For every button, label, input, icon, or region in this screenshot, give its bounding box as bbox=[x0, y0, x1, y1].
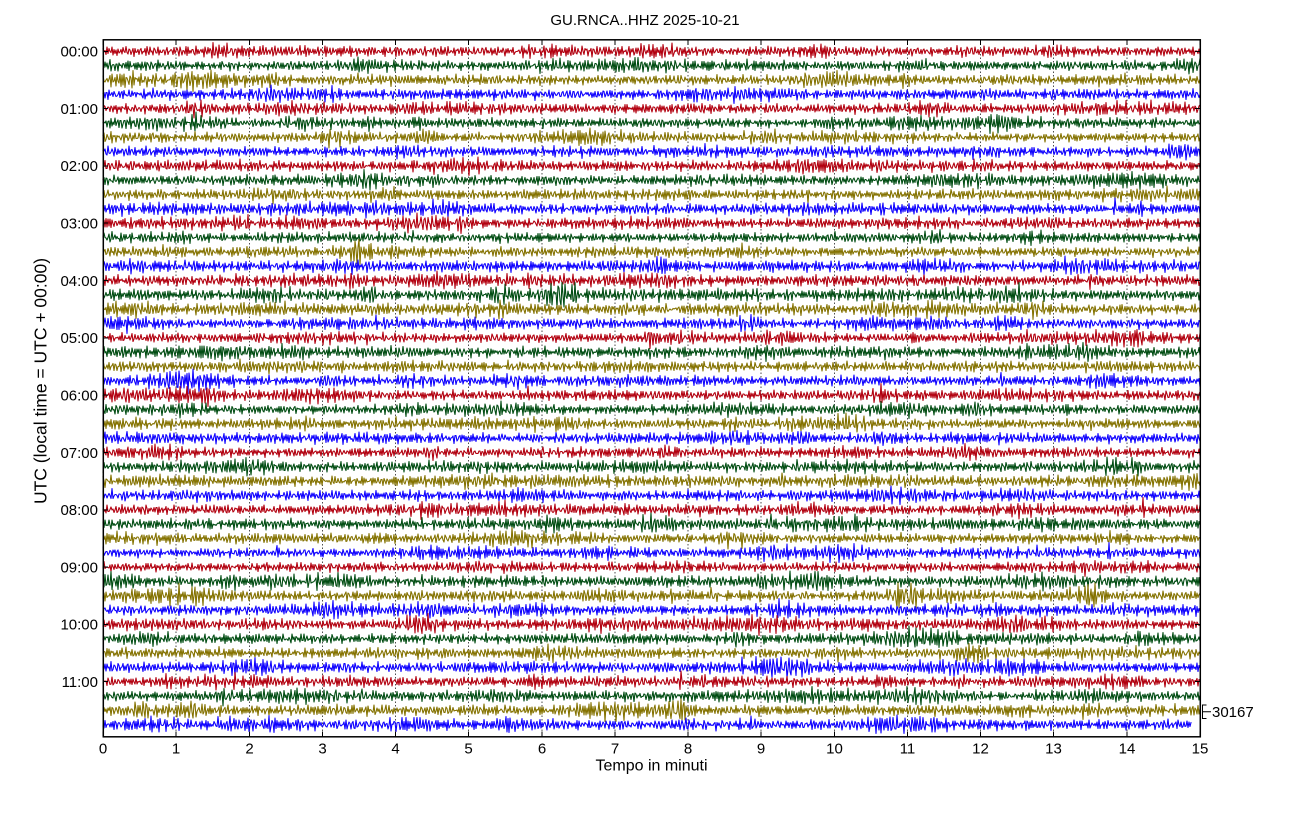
svg-text:13: 13 bbox=[1045, 741, 1062, 758]
svg-text:3: 3 bbox=[318, 741, 326, 758]
svg-text:09:00: 09:00 bbox=[60, 560, 98, 577]
svg-text:12: 12 bbox=[972, 741, 989, 758]
svg-text:00:00: 00:00 bbox=[60, 44, 98, 61]
svg-text:30167: 30167 bbox=[1212, 704, 1254, 721]
svg-text:07:00: 07:00 bbox=[60, 445, 98, 462]
svg-text:0: 0 bbox=[99, 741, 107, 758]
svg-text:11:00: 11:00 bbox=[62, 674, 98, 691]
svg-text:UTC (local time = UTC + 00:00): UTC (local time = UTC + 00:00) bbox=[31, 258, 51, 504]
svg-text:02:00: 02:00 bbox=[60, 158, 98, 175]
svg-text:08:00: 08:00 bbox=[60, 502, 98, 519]
svg-text:GU.RNCA..HHZ 2025-10-21: GU.RNCA..HHZ 2025-10-21 bbox=[550, 12, 739, 29]
svg-text:04:00: 04:00 bbox=[60, 273, 98, 290]
svg-text:9: 9 bbox=[757, 741, 765, 758]
svg-text:5: 5 bbox=[464, 741, 472, 758]
svg-text:8: 8 bbox=[684, 741, 692, 758]
svg-text:2: 2 bbox=[245, 741, 253, 758]
svg-text:06:00: 06:00 bbox=[60, 388, 98, 405]
svg-text:Tempo in minuti: Tempo in minuti bbox=[595, 758, 707, 775]
svg-text:1: 1 bbox=[172, 741, 180, 758]
svg-text:6: 6 bbox=[538, 741, 546, 758]
svg-text:10: 10 bbox=[826, 741, 843, 758]
svg-text:4: 4 bbox=[391, 741, 399, 758]
svg-text:11: 11 bbox=[900, 741, 916, 758]
svg-text:01:00: 01:00 bbox=[60, 101, 98, 118]
svg-text:7: 7 bbox=[611, 741, 619, 758]
svg-text:10:00: 10:00 bbox=[60, 617, 98, 634]
svg-text:15: 15 bbox=[1192, 741, 1209, 758]
svg-text:03:00: 03:00 bbox=[60, 216, 98, 233]
svg-text:14: 14 bbox=[1119, 741, 1136, 758]
svg-text:05:00: 05:00 bbox=[60, 330, 98, 347]
